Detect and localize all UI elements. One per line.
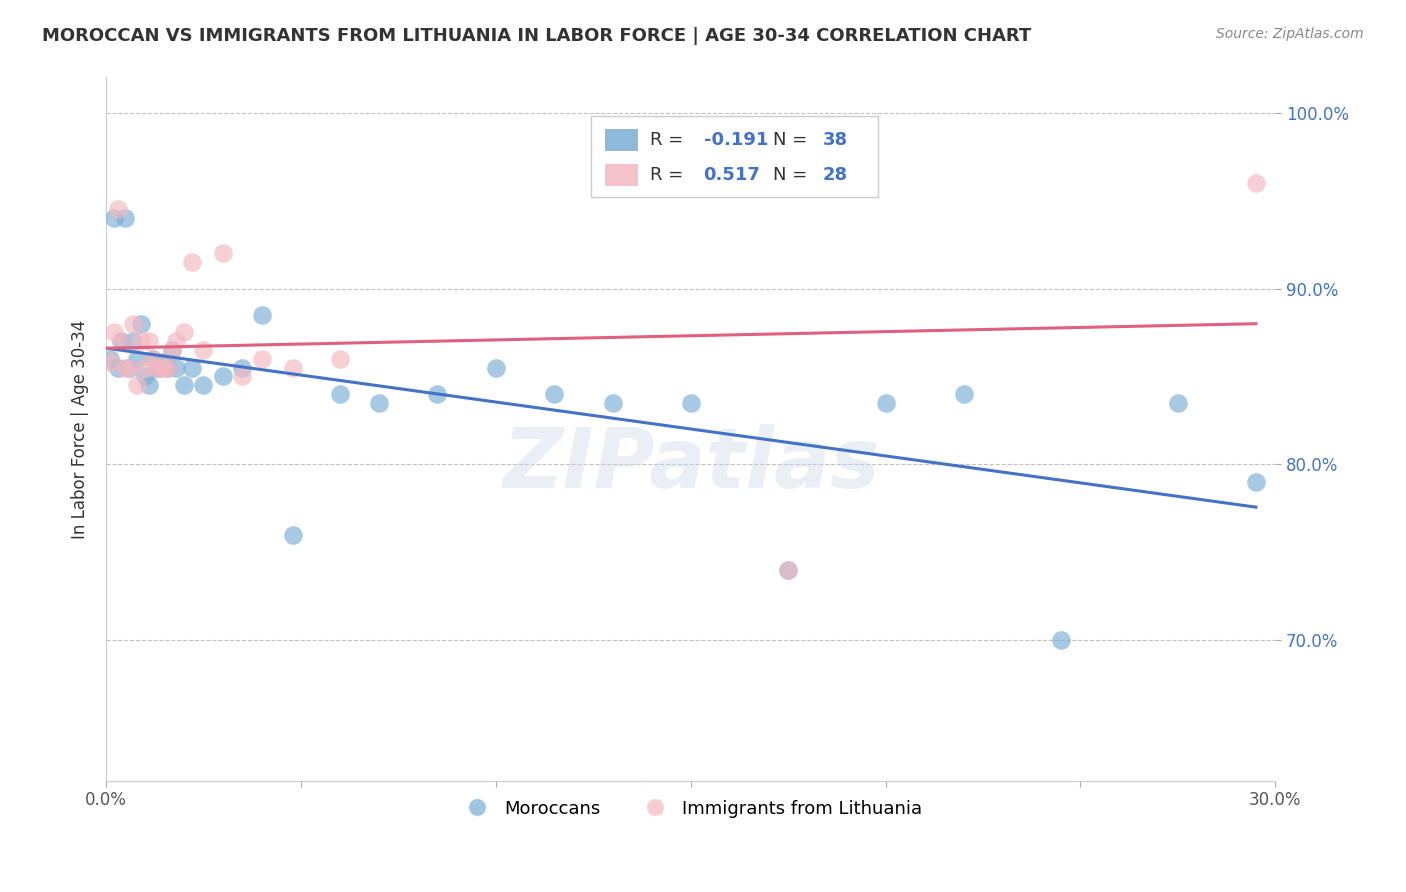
Point	[129, 334, 152, 349]
Point	[107, 360, 129, 375]
Point	[173, 326, 195, 340]
Point	[122, 334, 145, 349]
Point	[145, 360, 167, 375]
Point	[367, 396, 389, 410]
Point	[103, 326, 125, 340]
Point	[165, 334, 187, 349]
Point	[118, 360, 141, 375]
Point	[778, 563, 800, 577]
Point	[157, 360, 180, 375]
Point	[952, 387, 974, 401]
Point	[180, 360, 202, 375]
Point	[153, 355, 176, 369]
Point	[679, 396, 702, 410]
Point	[98, 355, 121, 369]
Point	[107, 202, 129, 217]
Point	[160, 343, 183, 357]
Point	[114, 360, 136, 375]
Point	[281, 527, 304, 541]
Point	[129, 317, 152, 331]
Point	[212, 246, 235, 260]
Point	[281, 360, 304, 375]
Point	[231, 360, 253, 375]
Point	[160, 343, 183, 357]
Text: R =: R =	[650, 131, 689, 149]
Point	[778, 563, 800, 577]
Point	[138, 378, 160, 392]
Point	[1167, 396, 1189, 410]
Point	[1244, 176, 1267, 190]
Point	[250, 308, 273, 322]
Point	[127, 351, 149, 366]
Point	[138, 334, 160, 349]
Point	[134, 369, 156, 384]
Point	[157, 360, 180, 375]
Text: MOROCCAN VS IMMIGRANTS FROM LITHUANIA IN LABOR FORCE | AGE 30-34 CORRELATION CHA: MOROCCAN VS IMMIGRANTS FROM LITHUANIA IN…	[42, 27, 1032, 45]
Point	[165, 360, 187, 375]
Point	[98, 351, 121, 366]
Point	[329, 387, 352, 401]
Point	[110, 334, 132, 349]
Text: N =: N =	[772, 131, 813, 149]
Text: 0.517: 0.517	[703, 166, 761, 185]
Text: 28: 28	[823, 166, 848, 185]
Point	[193, 343, 215, 357]
Point	[114, 211, 136, 226]
Point	[153, 360, 176, 375]
Point	[134, 360, 156, 375]
Point	[426, 387, 449, 401]
Point	[875, 396, 897, 410]
Text: R =: R =	[650, 166, 689, 185]
Point	[142, 351, 165, 366]
Point	[485, 360, 508, 375]
Point	[1244, 475, 1267, 489]
Legend: Moroccans, Immigrants from Lithuania: Moroccans, Immigrants from Lithuania	[453, 792, 929, 825]
Point	[149, 360, 172, 375]
Bar	[605, 128, 638, 152]
Text: ZIPatlas: ZIPatlas	[502, 424, 880, 505]
Y-axis label: In Labor Force | Age 30-34: In Labor Force | Age 30-34	[72, 319, 89, 539]
Point	[122, 317, 145, 331]
Point	[149, 360, 172, 375]
Text: -0.191: -0.191	[703, 131, 768, 149]
Point	[250, 351, 273, 366]
Point	[180, 255, 202, 269]
Point	[543, 387, 565, 401]
Point	[602, 396, 624, 410]
Point	[110, 334, 132, 349]
Point	[103, 211, 125, 226]
Point	[127, 378, 149, 392]
Point	[173, 378, 195, 392]
FancyBboxPatch shape	[592, 116, 877, 197]
Point	[118, 360, 141, 375]
Point	[231, 369, 253, 384]
Point	[145, 360, 167, 375]
Text: N =: N =	[772, 166, 813, 185]
Text: 38: 38	[823, 131, 848, 149]
Point	[329, 351, 352, 366]
Point	[193, 378, 215, 392]
Point	[212, 369, 235, 384]
Point	[142, 351, 165, 366]
Point	[1050, 633, 1073, 648]
Bar	[605, 164, 638, 186]
Text: Source: ZipAtlas.com: Source: ZipAtlas.com	[1216, 27, 1364, 41]
